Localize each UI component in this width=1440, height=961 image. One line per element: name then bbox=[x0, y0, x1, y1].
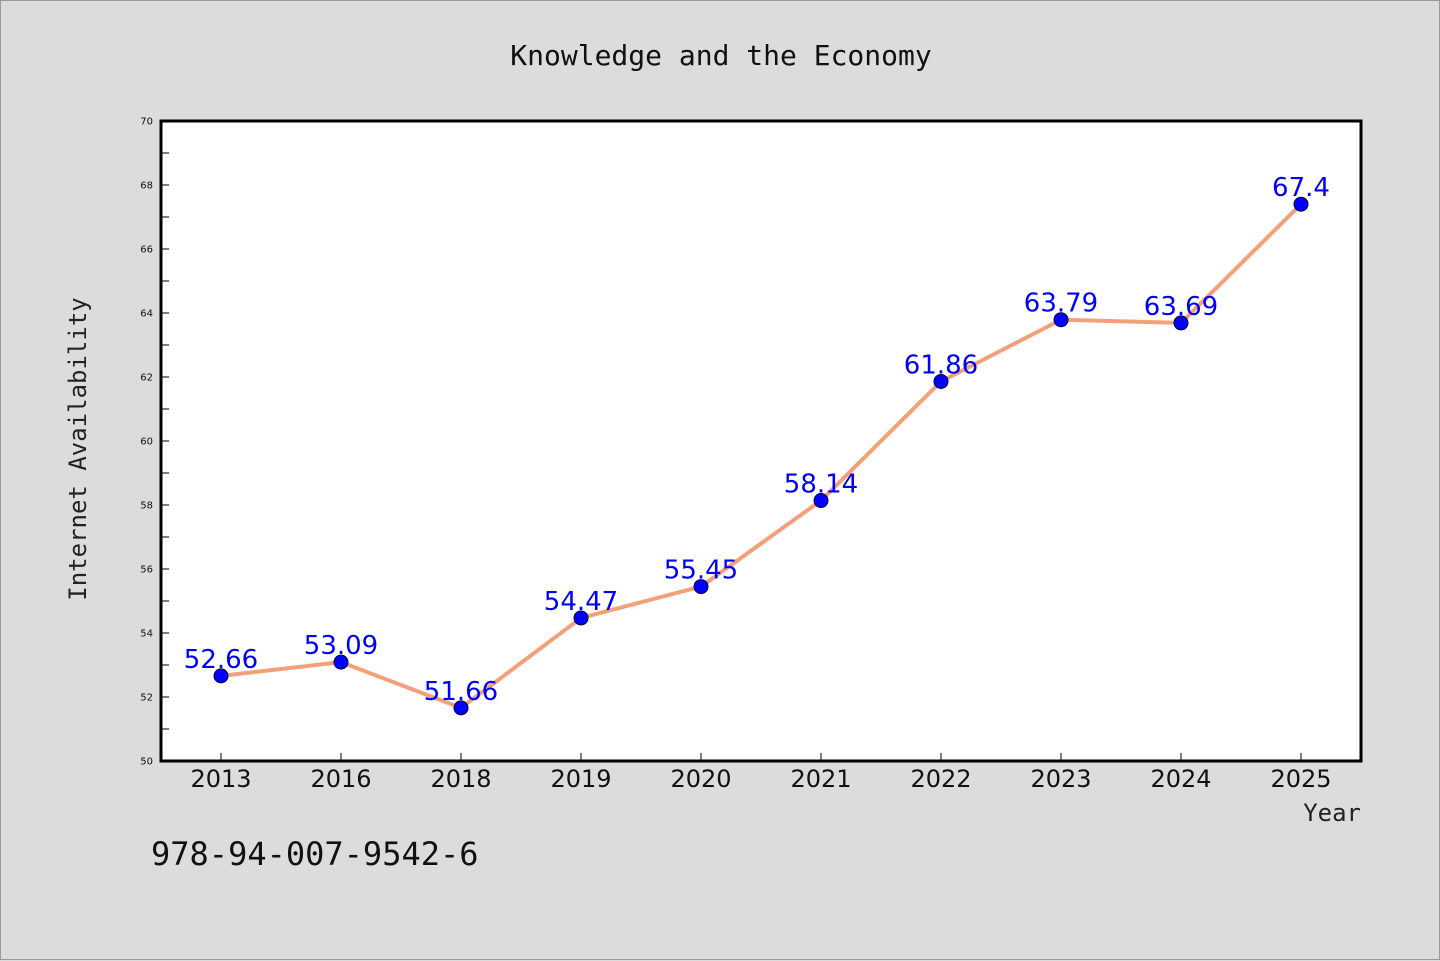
y-tick-label: 60 bbox=[140, 437, 153, 448]
plot-area bbox=[159, 119, 1363, 763]
chart-title: Knowledge and the Economy bbox=[510, 39, 931, 72]
x-axis: 2013 2016 2018 2019 2020 2021 2022 2023 2024 2025 bbox=[190, 753, 1332, 793]
data-point bbox=[333, 654, 349, 670]
data-label: 67.4 bbox=[1272, 173, 1330, 203]
data-point bbox=[573, 610, 589, 626]
data-label: 55.45 bbox=[664, 556, 738, 586]
data-label: 63.69 bbox=[1144, 292, 1218, 322]
data-point bbox=[1293, 196, 1309, 212]
series-line bbox=[219, 202, 1303, 710]
data-point bbox=[453, 700, 469, 716]
x-tick-label: 2016 bbox=[310, 765, 371, 793]
data-point bbox=[1053, 312, 1069, 328]
y-tick-label: 56 bbox=[140, 565, 153, 576]
data-label: 53.09 bbox=[304, 631, 378, 661]
data-label: 61.86 bbox=[904, 350, 978, 380]
y-tick-label: 54 bbox=[140, 629, 153, 640]
data-label: 58.14 bbox=[784, 470, 858, 500]
y-axis: 50 52 54 56 58 60 62 64 66 68 70 bbox=[140, 117, 169, 768]
x-tick-label: 2020 bbox=[670, 765, 731, 793]
x-tick-label: 2013 bbox=[190, 765, 251, 793]
y-tick-label: 62 bbox=[140, 373, 153, 384]
x-tick-label: 2019 bbox=[550, 765, 611, 793]
x-tick-label: 2023 bbox=[1030, 765, 1091, 793]
x-axis-title: Year bbox=[1303, 799, 1361, 827]
y-axis-title: Internet Availability bbox=[64, 297, 92, 600]
data-point bbox=[813, 493, 829, 509]
series-layer: 52.66 53.09 51.66 54.47 55.45 58.14 61.86 63.79… bbox=[184, 173, 1330, 716]
data-label: 54.47 bbox=[544, 587, 618, 617]
y-tick-label: 52 bbox=[140, 693, 153, 704]
x-tick-label: 2024 bbox=[1150, 765, 1211, 793]
footnote-isbn: 978-94-007-9542-6 bbox=[151, 835, 479, 873]
y-tick-label: 64 bbox=[140, 309, 153, 320]
x-tick-label: 2025 bbox=[1270, 765, 1331, 793]
data-point bbox=[1173, 315, 1189, 331]
x-tick-label: 2022 bbox=[910, 765, 971, 793]
y-tick-label: 58 bbox=[140, 501, 153, 512]
x-tick-label: 2018 bbox=[430, 765, 491, 793]
data-point bbox=[693, 579, 709, 595]
data-label: 52.66 bbox=[184, 645, 258, 675]
data-point bbox=[933, 373, 949, 389]
y-tick-label: 68 bbox=[140, 181, 153, 192]
data-label: 51.66 bbox=[424, 677, 498, 707]
data-point bbox=[213, 668, 229, 684]
x-tick-label: 2021 bbox=[790, 765, 851, 793]
y-tick-label: 66 bbox=[140, 245, 153, 256]
data-label: 63.79 bbox=[1024, 289, 1098, 319]
y-tick-label: 50 bbox=[140, 757, 153, 768]
y-tick-label: 70 bbox=[140, 117, 153, 128]
